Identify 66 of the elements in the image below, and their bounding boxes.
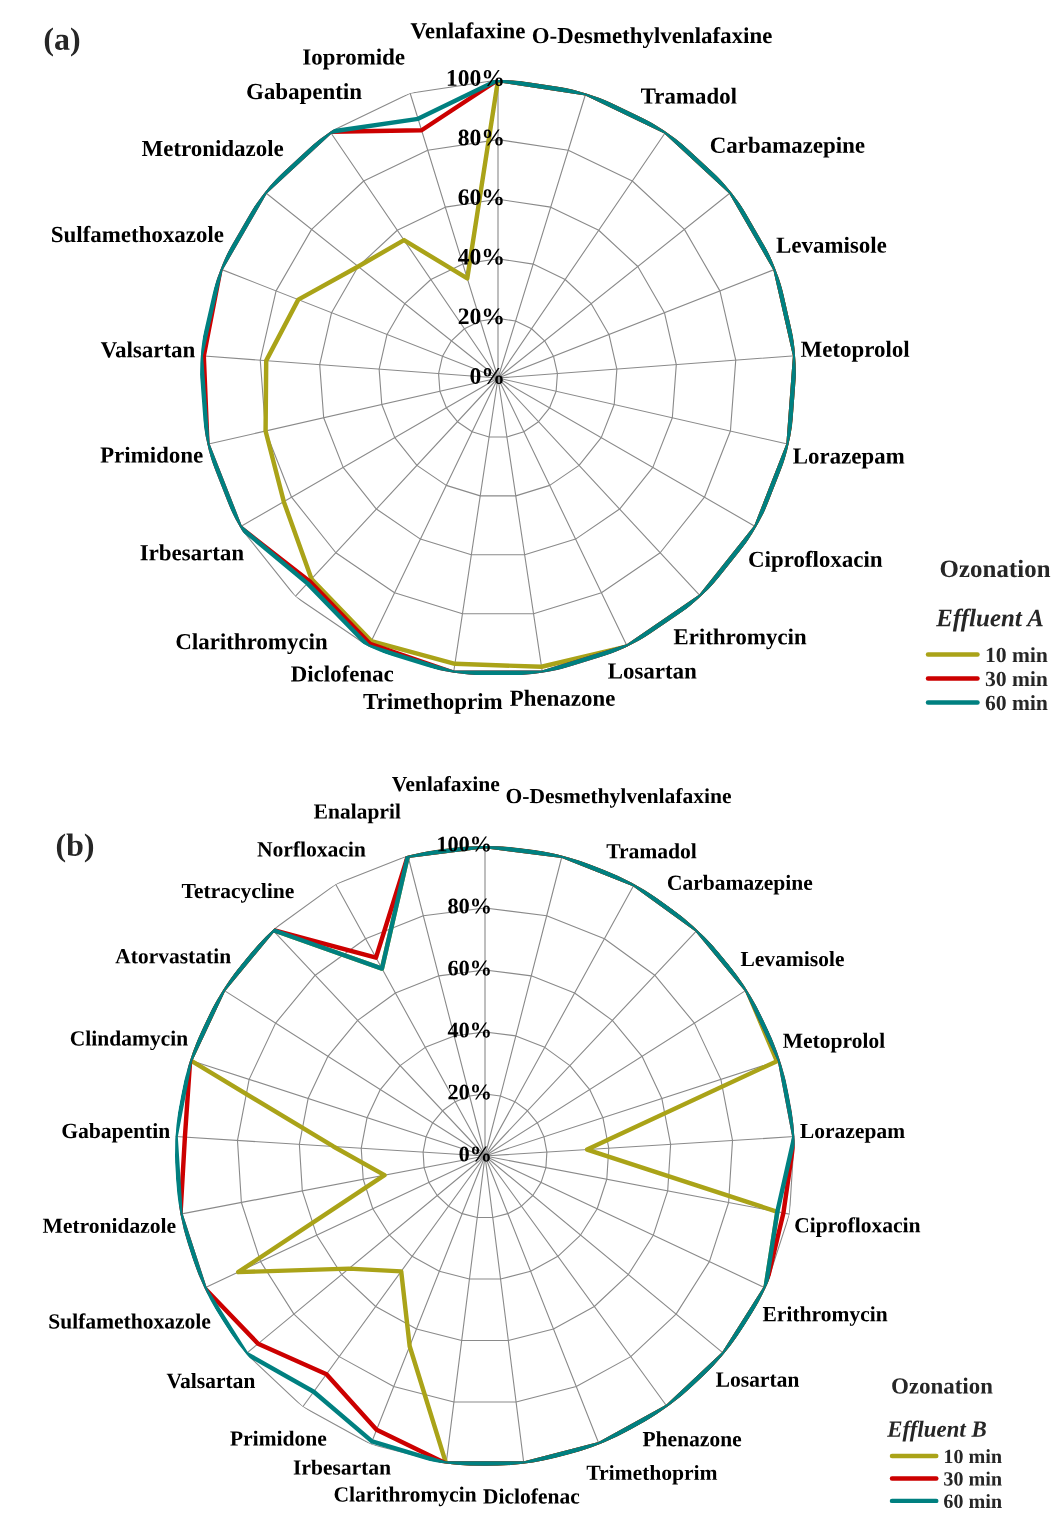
spoke-label: Venlafaxine bbox=[392, 775, 500, 792]
y-tick-label: 60% bbox=[448, 960, 490, 976]
spoke-label: Irbesartan bbox=[293, 1459, 391, 1475]
legend-label: 30 min bbox=[944, 1471, 1002, 1486]
y-tick-label: 80% bbox=[448, 898, 490, 914]
spoke-label: Primidone bbox=[100, 446, 203, 463]
spoke-label: Irbesartan bbox=[140, 544, 244, 561]
chart-title: (a) bbox=[44, 27, 80, 57]
spoke-label: Metoprolol bbox=[783, 1032, 885, 1053]
spoke-label: Valsartan bbox=[100, 341, 195, 358]
legend-label: 30 min bbox=[985, 671, 1048, 687]
legend-title: Ozonation bbox=[892, 1377, 993, 1394]
spoke-label: Metronidazole bbox=[42, 1217, 176, 1234]
y-tick-label: 20% bbox=[458, 308, 503, 325]
text: Effluent A bbox=[935, 608, 1043, 632]
spoke-label: Clindamycin bbox=[70, 1030, 188, 1051]
spoke-label: Metronidazole bbox=[141, 140, 284, 157]
spoke-label: Phenazone bbox=[510, 689, 615, 706]
spoke-label: Erithromycin bbox=[673, 628, 807, 650]
spoke-label: Trimethoprim bbox=[363, 693, 503, 714]
spoke-label: Metoprolol bbox=[800, 340, 910, 362]
y-tick-label: 0% bbox=[459, 1146, 490, 1162]
spoke-label: Clarithromycin bbox=[176, 633, 328, 655]
legend-title: Ozonation bbox=[940, 559, 1051, 578]
spoke-label: Gabapentin bbox=[62, 1123, 170, 1143]
spoke-label: Gabapentin bbox=[247, 83, 362, 104]
y-tick-label: 40% bbox=[447, 1022, 490, 1038]
legend-label: 60 min bbox=[985, 695, 1048, 711]
spoke-label: Diclofenac bbox=[483, 1488, 580, 1504]
spoke-label: Levamisole bbox=[740, 951, 844, 967]
y-tick-label: 0% bbox=[470, 367, 503, 384]
spoke-label: Lorazepam bbox=[793, 448, 905, 469]
spoke-label: Carbamazepine bbox=[710, 136, 865, 158]
spoke-label: Erithromycin bbox=[762, 1306, 888, 1326]
spoke-label: Atorvastatin bbox=[115, 948, 231, 964]
legend-label: 10 min bbox=[986, 647, 1048, 663]
spoke-label: Phenazone bbox=[642, 1431, 742, 1447]
spoke-label: Ciprofloxacin bbox=[795, 1217, 921, 1237]
spoke-label: Ciprofloxacin bbox=[749, 550, 883, 572]
spoke-label: Iopromide bbox=[303, 48, 405, 70]
spoke-label: Diclofenac bbox=[291, 665, 394, 682]
spoke-label: Losartan bbox=[608, 663, 697, 679]
spoke-label: Primidone bbox=[230, 1430, 327, 1446]
spoke-label: Losartan bbox=[716, 1372, 800, 1387]
spoke-label: Clarithromycin bbox=[334, 1486, 477, 1507]
spoke-label: Tetracycline bbox=[181, 883, 294, 903]
legend-label: 10 min bbox=[944, 1449, 1002, 1464]
text: (b) bbox=[56, 833, 94, 863]
spoke-label: Enalapril bbox=[313, 803, 401, 824]
legend-label: 60 min bbox=[944, 1493, 1002, 1509]
y-tick-label: 100% bbox=[447, 69, 503, 86]
spoke-label: Trimethoprim bbox=[586, 1464, 718, 1485]
spoke-label: Tramadol bbox=[606, 843, 697, 859]
y-tick-label: 20% bbox=[448, 1084, 490, 1100]
spoke-label: Sulfamethoxazole bbox=[52, 225, 224, 243]
text: Effluent B bbox=[887, 1420, 986, 1442]
spoke-label: O-Desmethylvenlafaxine bbox=[506, 787, 731, 808]
spoke-label: Lorazepam bbox=[800, 1123, 905, 1143]
spoke-label: Carbamazepine bbox=[667, 874, 813, 895]
spoke-label: O-Desmethylvenlafaxine bbox=[532, 26, 772, 49]
spoke-label: Valsartan bbox=[166, 1372, 256, 1389]
spoke-label: Venlafaxine bbox=[410, 22, 525, 39]
spoke-label: Levamisole bbox=[776, 236, 887, 253]
spoke-label: Sulfamethoxazole bbox=[49, 1313, 211, 1329]
spoke-label: Norfloxacin bbox=[257, 841, 366, 857]
spoke-label: Tramadol bbox=[641, 87, 737, 104]
